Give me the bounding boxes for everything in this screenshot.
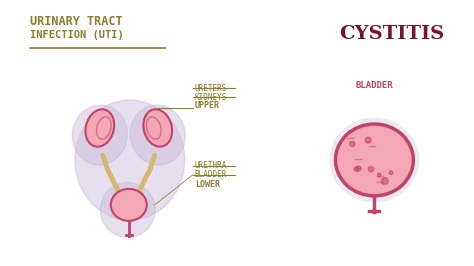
Text: URINARY TRACT: URINARY TRACT bbox=[30, 15, 123, 28]
Ellipse shape bbox=[73, 105, 128, 165]
Circle shape bbox=[354, 167, 359, 171]
Circle shape bbox=[389, 171, 393, 174]
Ellipse shape bbox=[146, 117, 161, 139]
Ellipse shape bbox=[100, 182, 155, 237]
Text: UPPER: UPPER bbox=[195, 101, 219, 110]
Text: CYSTITIS: CYSTITIS bbox=[339, 25, 445, 43]
Circle shape bbox=[368, 167, 374, 172]
Text: BLADDER: BLADDER bbox=[195, 171, 227, 180]
Ellipse shape bbox=[97, 117, 111, 139]
Text: LOWER: LOWER bbox=[195, 180, 219, 189]
Text: BLADDER: BLADDER bbox=[356, 81, 393, 90]
Ellipse shape bbox=[85, 109, 114, 147]
Ellipse shape bbox=[75, 100, 185, 220]
Circle shape bbox=[350, 141, 355, 147]
Ellipse shape bbox=[111, 189, 147, 221]
Ellipse shape bbox=[130, 105, 185, 165]
Circle shape bbox=[377, 173, 381, 177]
Text: URETERS: URETERS bbox=[195, 84, 227, 93]
Text: INFECTION (UTI): INFECTION (UTI) bbox=[30, 30, 124, 40]
Ellipse shape bbox=[329, 118, 419, 202]
Circle shape bbox=[382, 178, 388, 184]
Circle shape bbox=[356, 166, 361, 171]
Circle shape bbox=[365, 137, 371, 143]
Text: URETHRA: URETHRA bbox=[195, 161, 227, 171]
Ellipse shape bbox=[143, 109, 172, 147]
Ellipse shape bbox=[336, 124, 413, 196]
Text: KIDNEYS: KIDNEYS bbox=[195, 93, 227, 102]
